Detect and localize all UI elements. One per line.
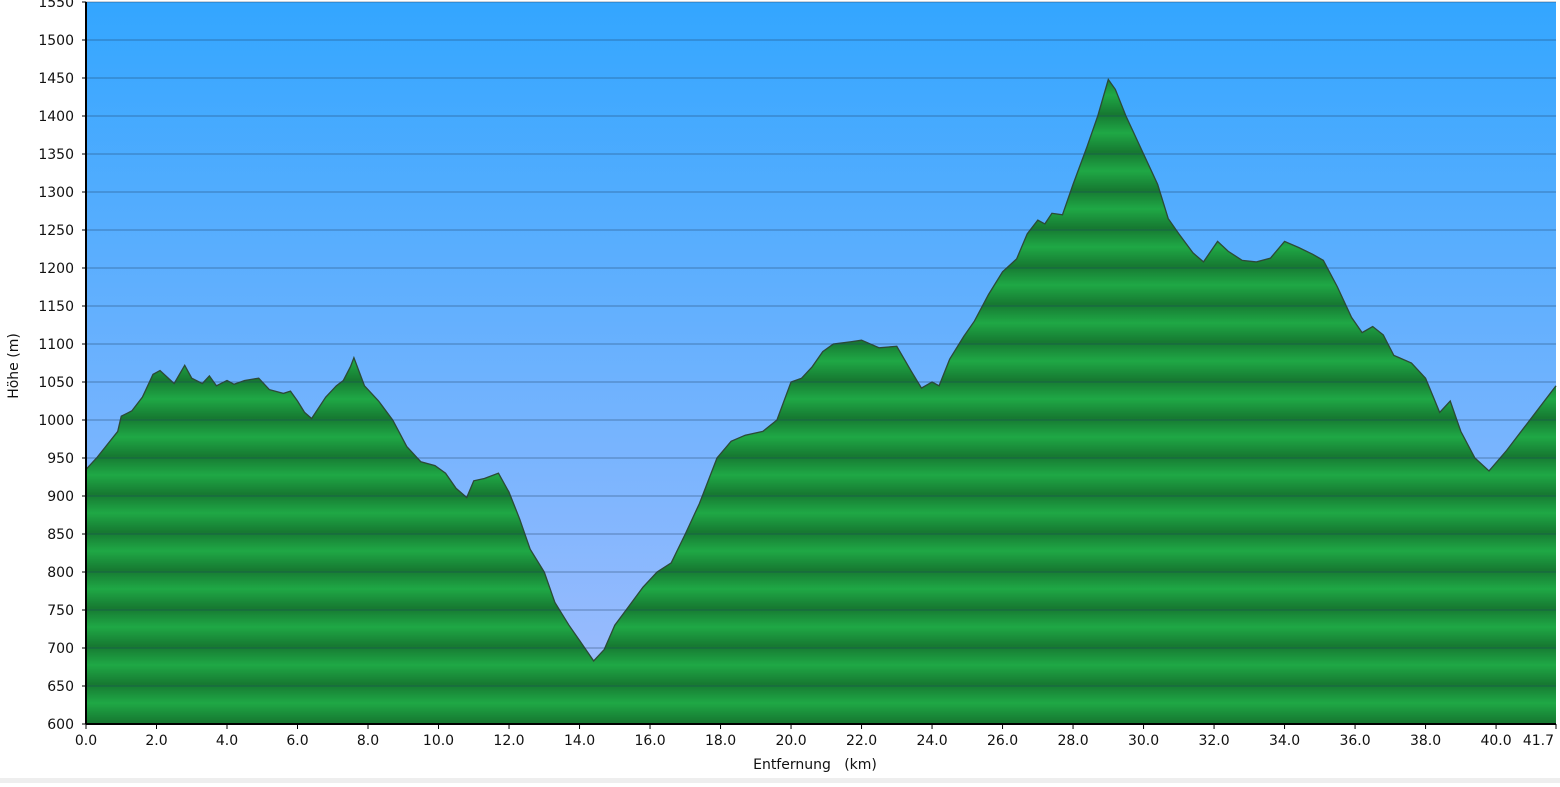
x-tick-label: 14.0 <box>564 733 595 749</box>
x-tick-label: 20.0 <box>775 733 806 749</box>
y-tick-label: 1350 <box>38 147 74 163</box>
x-tick-label: 16.0 <box>634 733 665 749</box>
y-tick-label: 1550 <box>38 0 74 11</box>
y-tick-label: 1000 <box>38 413 74 429</box>
x-tick-label: 34.0 <box>1269 733 1300 749</box>
x-tick-label: 0.0 <box>75 733 97 749</box>
area-bands <box>86 79 1556 724</box>
y-tick-label: 1250 <box>38 223 74 239</box>
x-tick-label: 41.7 <box>1523 733 1554 749</box>
y-tick-label: 700 <box>47 641 74 657</box>
x-tick-label: 4.0 <box>216 733 238 749</box>
x-tick-label: 12.0 <box>493 733 524 749</box>
y-tick-label: 850 <box>47 527 74 543</box>
y-tick-label: 600 <box>47 717 74 733</box>
x-tick-label: 30.0 <box>1128 733 1159 749</box>
x-tick-label: 36.0 <box>1339 733 1370 749</box>
profile-line <box>85 78 1557 662</box>
x-tick-label: 6.0 <box>286 733 308 749</box>
x-tick-label: 8.0 <box>357 733 379 749</box>
y-tick-label: 1050 <box>38 375 74 391</box>
y-tick-label: 1150 <box>38 299 74 315</box>
x-tick-label: 28.0 <box>1057 733 1088 749</box>
y-tick-label: 1100 <box>38 337 74 353</box>
x-tick-label: 26.0 <box>987 733 1018 749</box>
y-tick-label: 1450 <box>38 71 74 87</box>
x-tick-label: 38.0 <box>1410 733 1441 749</box>
x-tick-label: 18.0 <box>705 733 736 749</box>
y-tick-label: 650 <box>47 679 74 695</box>
footer-strip <box>0 778 1560 783</box>
y-tick-label: 1400 <box>38 109 74 125</box>
x-tick-label: 10.0 <box>423 733 454 749</box>
y-axis-label: Höhe (m) <box>6 333 22 399</box>
y-tick-label: 800 <box>47 565 74 581</box>
y-tick-label: 1500 <box>38 33 74 49</box>
x-tick-label: 2.0 <box>145 733 167 749</box>
x-axis-label: Entfernung (km) <box>753 757 877 773</box>
y-tick-label: 950 <box>47 451 74 467</box>
x-tick-label: 24.0 <box>916 733 947 749</box>
x-tick-label: 22.0 <box>846 733 877 749</box>
x-tick-label: 32.0 <box>1198 733 1229 749</box>
y-tick-label: 1200 <box>38 261 74 277</box>
y-tick-label: 750 <box>47 603 74 619</box>
y-tick-label: 1300 <box>38 185 74 201</box>
x-tick-label: 40.0 <box>1480 733 1511 749</box>
y-tick-label: 900 <box>47 489 74 505</box>
